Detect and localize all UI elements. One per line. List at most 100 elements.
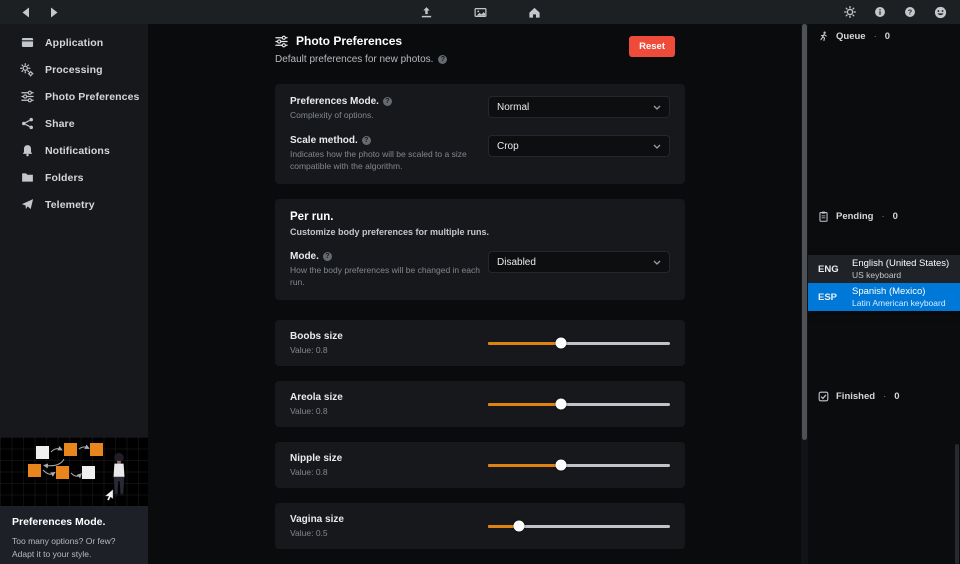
per-run-card: Per run. Customize body preferences for … bbox=[275, 199, 685, 301]
scale-method-row: Scale method. ? Indicates how the photo … bbox=[290, 135, 670, 172]
vagina-size-slider[interactable] bbox=[488, 520, 670, 532]
gears-icon bbox=[20, 62, 34, 77]
slider-track[interactable] bbox=[488, 402, 670, 406]
nipple-size-slider[interactable] bbox=[488, 459, 670, 471]
sidebar-item-label: Photo Preferences bbox=[45, 90, 140, 103]
main-content: Photo Preferences Default preferences fo… bbox=[148, 24, 801, 564]
scale-method-help-icon[interactable]: ? bbox=[361, 136, 371, 146]
slider-fill bbox=[488, 463, 561, 467]
slider-label: Nipple size bbox=[290, 453, 343, 465]
boobs-size-card: Boobs size Value: 0.8 bbox=[275, 320, 685, 367]
slider-label: Vagina size bbox=[290, 514, 344, 526]
queue-panel: Queue · 0 Pending · 0 Finished · 0 bbox=[808, 24, 960, 564]
language-option-spanish[interactable]: ESP Spanish (Mexico) Latin American keyb… bbox=[808, 283, 960, 311]
cursor-icon bbox=[104, 489, 114, 501]
sidebar-item-label: Folders bbox=[45, 171, 84, 184]
per-run-mode-value: Disabled bbox=[497, 256, 536, 268]
language-name: English (United States) bbox=[852, 258, 950, 269]
dot-separator: · bbox=[883, 390, 887, 402]
per-run-title: Per run. bbox=[290, 211, 334, 224]
preferences-mode-tooltip: Preferences Mode. Too many options? Or f… bbox=[0, 437, 148, 564]
areola-size-card: Areola size Value: 0.8 bbox=[275, 381, 685, 428]
scale-method-value: Crop bbox=[497, 140, 519, 152]
boobs-size-slider[interactable] bbox=[488, 337, 670, 349]
forward-icon[interactable] bbox=[47, 5, 61, 19]
slider-value: Value: 0.5 bbox=[290, 528, 328, 539]
vagina-size-card: Vagina size Value: 0.5 bbox=[275, 503, 685, 550]
sidebar-item-telemetry[interactable]: Telemetry bbox=[0, 191, 148, 218]
sidebar-nav: Application bbox=[0, 24, 148, 218]
sidebar-item-folders[interactable]: Folders bbox=[0, 164, 148, 191]
page-header: Photo Preferences Default preferences fo… bbox=[275, 24, 685, 84]
sidebar: Application bbox=[0, 24, 148, 564]
per-run-mode-help-icon[interactable]: ? bbox=[322, 252, 332, 262]
per-run-mode-description: How the body preferences will be changed… bbox=[290, 265, 480, 287]
per-run-subtitle: Customize body preferences for multiple … bbox=[290, 227, 490, 238]
slider-track[interactable] bbox=[488, 524, 670, 528]
slider-value: Value: 0.8 bbox=[290, 467, 328, 478]
slider-thumb[interactable] bbox=[513, 520, 525, 532]
slider-track[interactable] bbox=[488, 341, 670, 345]
scale-method-select[interactable]: Crop bbox=[488, 135, 670, 158]
preferences-mode-select[interactable]: Normal bbox=[488, 96, 670, 118]
node-square bbox=[82, 466, 95, 479]
queue-panel-scrollbar-thumb[interactable] bbox=[955, 444, 959, 564]
slider-thumb[interactable] bbox=[555, 337, 567, 349]
main-scrollbar-thumb[interactable] bbox=[802, 24, 807, 440]
sidebar-item-processing[interactable]: Processing bbox=[0, 56, 148, 83]
tooltip-illustration bbox=[0, 437, 148, 506]
preferences-mode-help-icon[interactable]: ? bbox=[382, 97, 392, 106]
feedback-face-icon[interactable] bbox=[933, 5, 947, 19]
info-icon[interactable] bbox=[873, 5, 887, 19]
slider-fill bbox=[488, 402, 561, 406]
finished-section-label: Finished bbox=[836, 390, 876, 402]
slider-value: Value: 0.8 bbox=[290, 406, 328, 417]
clipboard-icon bbox=[818, 211, 829, 222]
main-scrollbar[interactable] bbox=[801, 24, 808, 564]
keyboard-layout: Latin American keyboard bbox=[852, 298, 946, 308]
queue-panel-scrollbar[interactable] bbox=[954, 24, 960, 564]
preferences-mode-label: Preferences Mode. bbox=[290, 96, 379, 107]
tooltip-title: Preferences Mode. bbox=[12, 516, 106, 528]
sidebar-item-share[interactable]: Share bbox=[0, 110, 148, 137]
slider-track[interactable] bbox=[488, 463, 670, 467]
sidebar-item-application[interactable]: Application bbox=[0, 29, 148, 56]
sidebar-item-photo-preferences[interactable]: Photo Preferences bbox=[0, 83, 148, 110]
language-option-english[interactable]: ENG English (United States) US keyboard bbox=[808, 255, 960, 283]
per-run-mode-row: Mode. ? How the body preferences will be… bbox=[290, 251, 670, 288]
finished-section-header[interactable]: Finished · 0 bbox=[808, 388, 960, 404]
language-name: Spanish (Mexico) bbox=[852, 286, 926, 297]
areola-size-slider[interactable] bbox=[488, 398, 670, 410]
back-icon[interactable] bbox=[18, 5, 32, 19]
sidebar-item-label: Share bbox=[45, 117, 75, 130]
queue-section-header[interactable]: Queue · 0 bbox=[808, 28, 960, 44]
home-icon[interactable] bbox=[527, 5, 541, 19]
person-figure bbox=[113, 452, 125, 497]
tooltip-body: Too many options? Or few? Adapt it to yo… bbox=[12, 536, 116, 560]
language-code: ESP bbox=[818, 291, 838, 303]
language-switcher-popup: ENG English (United States) US keyboard … bbox=[808, 255, 960, 311]
topbar-right-group: ? bbox=[843, 5, 960, 19]
slider-thumb[interactable] bbox=[555, 459, 567, 471]
app-window-icon bbox=[20, 36, 34, 49]
sidebar-item-notifications[interactable]: Notifications bbox=[0, 137, 148, 164]
keyboard-layout: US keyboard bbox=[852, 270, 902, 280]
dot-separator: · bbox=[873, 30, 877, 42]
reset-button[interactable]: Reset bbox=[629, 36, 675, 57]
slider-thumb[interactable] bbox=[555, 398, 567, 410]
upload-icon[interactable] bbox=[419, 5, 433, 19]
settings-gear-icon[interactable] bbox=[843, 5, 857, 19]
sliders-icon bbox=[20, 90, 34, 103]
slider-label: Areola size bbox=[290, 392, 343, 404]
subtitle-help-icon[interactable]: ? bbox=[438, 55, 448, 64]
page-title: Photo Preferences bbox=[296, 34, 403, 48]
queue-count: 0 bbox=[884, 30, 891, 42]
node-square bbox=[64, 443, 77, 456]
queue-section-label: Queue bbox=[836, 30, 866, 42]
checkbox-checked-icon bbox=[818, 391, 829, 402]
per-run-mode-select[interactable]: Disabled bbox=[488, 251, 670, 274]
help-icon[interactable]: ? bbox=[903, 5, 917, 19]
pending-section-header[interactable]: Pending · 0 bbox=[808, 208, 960, 224]
chevron-down-icon bbox=[653, 144, 661, 149]
photos-icon[interactable] bbox=[473, 5, 487, 19]
